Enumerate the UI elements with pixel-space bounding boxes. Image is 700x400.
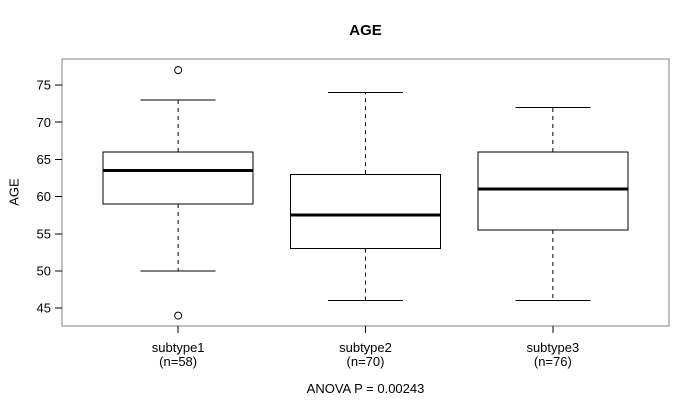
y-tick-label: 75: [37, 78, 51, 93]
x-tick-label-subtype2: subtype2: [339, 340, 392, 355]
y-tick-label: 45: [37, 301, 51, 316]
y-tick-label: 60: [37, 189, 51, 204]
y-tick-label: 55: [37, 226, 51, 241]
x-tick-label-subtype2: (n=70): [347, 354, 385, 369]
iqr-box-subtype3: [477, 151, 629, 231]
iqr-box-subtype1: [102, 151, 254, 205]
anova-annotation: ANOVA P = 0.00243: [306, 381, 425, 396]
y-tick-label: 50: [37, 264, 51, 279]
outlier-point: [174, 66, 183, 75]
outlier-point: [174, 311, 183, 320]
y-tick-label: 70: [37, 115, 51, 130]
x-tick-label-subtype1: (n=58): [159, 354, 197, 369]
x-tick-label-subtype1: subtype1: [152, 340, 205, 355]
iqr-box-subtype2: [290, 173, 441, 250]
x-tick-label-subtype3: (n=76): [534, 354, 572, 369]
y-tick-label: 65: [37, 152, 51, 167]
chart-title: AGE: [349, 22, 382, 39]
x-tick-label-subtype3: subtype3: [526, 340, 579, 355]
